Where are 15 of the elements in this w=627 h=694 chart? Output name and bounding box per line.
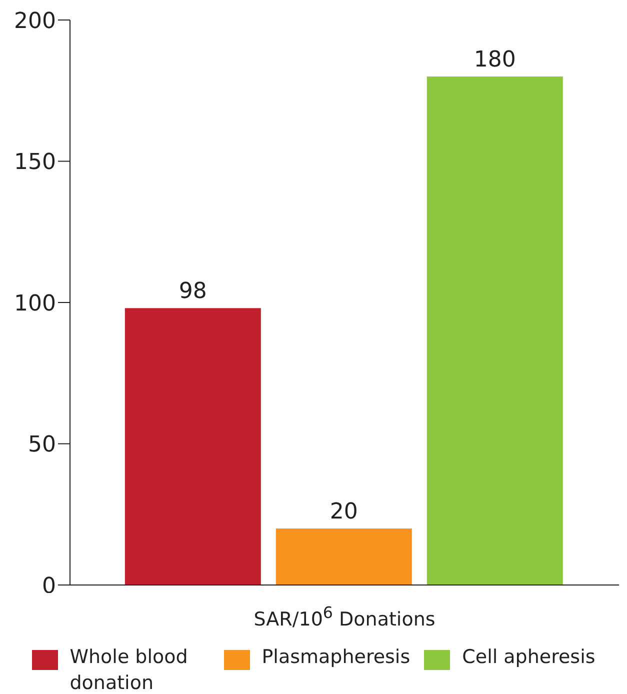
y-tick-label: 150 xyxy=(14,150,56,176)
y-tick-label: 200 xyxy=(14,8,56,34)
data-label: 20 xyxy=(330,500,358,524)
y-tick-label: 50 xyxy=(28,432,56,458)
legend-label: Plasmapheresis xyxy=(262,645,410,670)
legend-label: Cell apheresis xyxy=(462,645,596,670)
bar xyxy=(124,308,261,585)
legend-label: Whole blood donation xyxy=(70,645,189,694)
bar xyxy=(276,528,412,585)
data-label: 98 xyxy=(178,279,207,304)
bar xyxy=(426,76,563,585)
x-axis-title: SAR/10$^{6}$ Donations xyxy=(252,603,436,630)
y-tick-label: 100 xyxy=(14,291,56,316)
data-label: 180 xyxy=(474,48,516,72)
y-tick-label: 0 xyxy=(42,574,56,599)
